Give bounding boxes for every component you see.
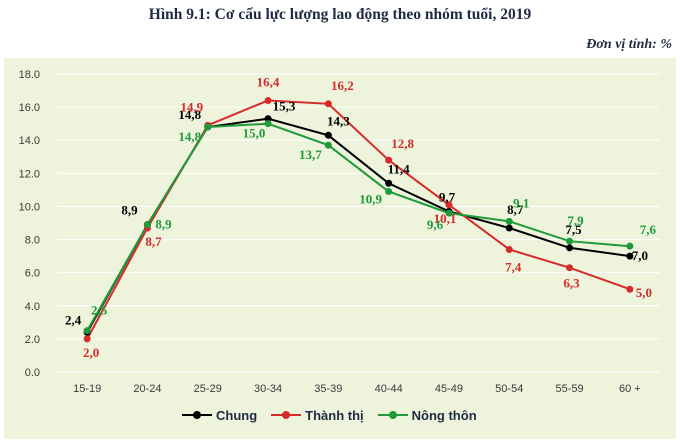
y-tick-label: 12.0: [19, 168, 40, 180]
x-tick-label: 15-19: [73, 383, 101, 395]
x-tick-label: 25-29: [194, 383, 222, 395]
legend-item-thanh-thi: Thành thị: [271, 408, 364, 423]
data-point-nong-thon: [83, 327, 91, 335]
data-point-thanh-thi: [264, 96, 272, 104]
data-label-chung: 7,0: [632, 248, 648, 263]
data-point-thanh-thi: [566, 264, 574, 272]
data-label-nong-thon: 13,7: [299, 147, 322, 162]
data-label-nong-thon: 2,5: [91, 303, 108, 318]
legend-swatch-thanh-thi: [271, 410, 302, 420]
data-point-thanh-thi: [83, 335, 91, 343]
data-point-thanh-thi: [324, 100, 332, 108]
data-point-chung: [324, 131, 332, 139]
data-label-thanh-thi: 14,9: [180, 99, 203, 114]
data-label-thanh-thi: 8,7: [145, 234, 162, 249]
data-label-thanh-thi: 12,8: [391, 136, 414, 151]
x-tick-label: 55-59: [555, 383, 583, 395]
data-point-nong-thon: [264, 120, 272, 128]
data-point-chung: [505, 224, 513, 232]
data-point-thanh-thi: [445, 201, 453, 209]
data-label-thanh-thi: 2,0: [83, 345, 99, 360]
y-tick-label: 2.0: [25, 334, 40, 346]
data-label-nong-thon: 15,0: [243, 126, 266, 141]
legend-item-chung: Chung: [182, 408, 257, 423]
x-tick-label: 40-44: [375, 383, 403, 395]
data-point-chung: [264, 115, 272, 123]
x-tick-label: 35-39: [314, 383, 342, 395]
legend-item-nong-thon: Nông thôn: [377, 407, 477, 423]
data-label-nong-thon: 14,8: [178, 129, 201, 144]
data-label-thanh-thi: 16,2: [331, 78, 354, 93]
legend: Chung Thành thị Nông thôn: [182, 405, 512, 425]
legend-swatch-nong-thon: [377, 410, 408, 420]
y-tick-label: 6.0: [25, 268, 40, 280]
data-point-thanh-thi: [385, 156, 393, 164]
data-point-nong-thon: [324, 141, 332, 149]
data-point-chung: [385, 179, 393, 187]
x-tick-label: 30-34: [254, 383, 282, 395]
data-label-chung: 15,3: [273, 99, 296, 114]
chart-title: Hình 9.1: Cơ cấu lực lượng lao động theo…: [148, 6, 532, 23]
x-tick-label: 60 +: [619, 383, 641, 395]
data-point-nong-thon: [566, 237, 574, 245]
x-tick-label: 20-24: [133, 383, 161, 395]
data-label-thanh-thi: 7,4: [505, 259, 522, 274]
data-point-nong-thon: [626, 242, 634, 250]
data-label-nong-thon: 10,9: [359, 192, 382, 207]
data-point-nong-thon: [143, 221, 151, 229]
legend-label-thanh-thi: Thành thị: [305, 407, 364, 423]
y-tick-label: 18.0: [19, 69, 40, 81]
data-label-nong-thon: 7,9: [567, 213, 584, 228]
data-point-chung: [566, 244, 574, 252]
y-tick-label: 14.0: [19, 135, 40, 147]
data-label-thanh-thi: 16,4: [257, 74, 280, 89]
data-point-nong-thon: [385, 188, 393, 196]
data-label-thanh-thi: 10,1: [434, 211, 457, 226]
data-label-chung: 9,7: [439, 189, 456, 204]
legend-label-chung: Chung: [216, 407, 258, 423]
legend-swatch-chung: [182, 410, 212, 420]
y-tick-label: 0.0: [25, 367, 40, 379]
data-label-chung: 8,9: [121, 203, 138, 218]
data-label-nong-thon: 7,6: [640, 222, 657, 237]
series-line-nong-thon: [86, 122, 630, 332]
x-tick-label: 45-49: [435, 383, 463, 395]
data-point-thanh-thi: [626, 285, 634, 293]
data-point-chung: [626, 252, 634, 260]
y-tick-label: 16.0: [19, 102, 40, 114]
data-point-thanh-thi: [505, 245, 513, 253]
data-label-nong-thon: 9,1: [513, 195, 529, 210]
data-label-chung: 14,3: [327, 113, 350, 128]
data-label-chung: 2,4: [65, 312, 82, 327]
data-label-nong-thon: 8,9: [155, 217, 172, 232]
plot-background: [4, 58, 676, 439]
data-label-thanh-thi: 6,3: [563, 276, 580, 291]
data-label-chung: 14,8: [178, 107, 201, 122]
data-label-chung: 8,7: [507, 202, 524, 217]
legend-label-nong-thon: Nông thôn: [411, 407, 477, 423]
y-tick-label: 4.0: [25, 301, 40, 313]
data-label-chung: 7,5: [565, 222, 582, 237]
x-tick-label: 50-54: [495, 383, 523, 395]
data-label-nong-thon: 9,6: [427, 217, 444, 232]
data-point-nong-thon: [445, 209, 453, 217]
data-point-nong-thon: [204, 123, 212, 131]
y-tick-label: 10.0: [19, 201, 40, 213]
unit-label: Đơn vị tính: %: [586, 37, 672, 52]
data-point-nong-thon: [505, 217, 513, 225]
y-tick-label: 8.0: [25, 235, 40, 247]
data-label-chung: 11,4: [388, 161, 411, 176]
data-label-thanh-thi: 5,0: [636, 285, 652, 300]
